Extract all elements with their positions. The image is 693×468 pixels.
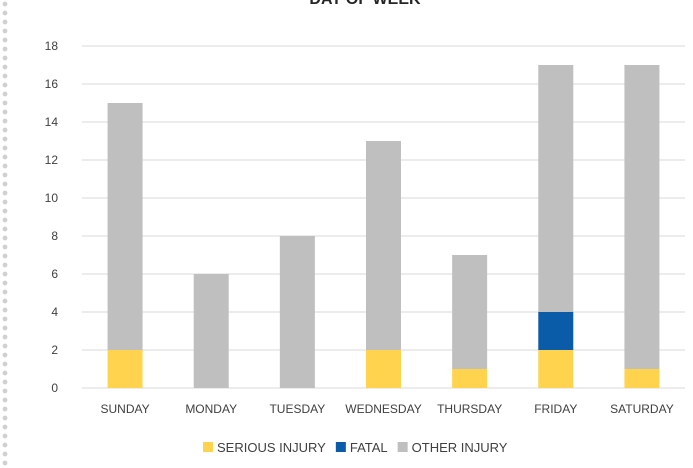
bar-segment: [624, 65, 660, 369]
y-tick-label: 12: [45, 153, 59, 167]
bar-segment: [193, 274, 229, 388]
x-tick-label: WEDNESDAY: [345, 402, 421, 416]
border-dot: [2, 19, 8, 25]
border-dot: [2, 244, 8, 250]
legend-swatch: [335, 442, 346, 452]
border-dot: [2, 433, 8, 439]
legend-swatch: [203, 442, 213, 452]
border-dot: [2, 73, 8, 79]
x-tick-label: FRIDAY: [534, 402, 577, 416]
legend-swatch: [397, 442, 408, 452]
border-dot: [2, 1, 8, 7]
border-dot: [2, 208, 8, 214]
legend: SERIOUS INJURY FATAL OTHER INJURY: [203, 440, 508, 455]
border-dot: [2, 370, 8, 376]
border-dot: [2, 37, 8, 43]
border-dot: [2, 217, 8, 223]
border-dot: [2, 64, 8, 70]
border-dot: [2, 352, 8, 358]
y-tick-label: 0: [51, 381, 58, 395]
border-dot: [2, 91, 8, 97]
border-dot: [2, 127, 8, 133]
legend-label: FATAL: [350, 440, 388, 455]
border-dot: [2, 136, 8, 142]
border-dot: [2, 424, 8, 430]
y-tick-label: 6: [51, 267, 58, 281]
border-dot: [2, 307, 8, 313]
y-tick-label: 8: [51, 229, 58, 243]
border-dot: [2, 415, 8, 421]
border-dot: [2, 181, 8, 187]
chart-title: DAY OF WEEK: [309, 0, 421, 8]
border-dot: [2, 316, 8, 322]
x-tick-label: THURSDAY: [437, 402, 502, 416]
border-dot: [2, 163, 8, 169]
border-dot: [2, 46, 8, 52]
bar-segment: [538, 65, 574, 312]
legend-label: SERIOUS INJURY: [217, 440, 326, 455]
bar-segment: [279, 236, 315, 388]
border-dot: [2, 271, 8, 277]
y-tick-label: 4: [51, 305, 58, 319]
bar-segment: [107, 103, 143, 350]
border-dot: [2, 343, 8, 349]
x-tick-label: TUESDAY: [269, 402, 325, 416]
x-tick-label: SUNDAY: [101, 402, 150, 416]
border-dot: [2, 154, 8, 160]
bar-segment: [538, 312, 574, 350]
border-dot: [2, 190, 8, 196]
border-dot: [2, 100, 8, 106]
y-tick-label: 18: [45, 39, 59, 53]
border-dot: [2, 253, 8, 259]
bars: [107, 65, 660, 388]
border-dot: [2, 388, 8, 394]
y-tick-label: 16: [45, 77, 59, 91]
border-dot: [2, 451, 8, 457]
y-tick-label: 10: [45, 191, 59, 205]
border-dot: [2, 145, 8, 151]
border-dot: [2, 289, 8, 295]
bar-segment: [107, 350, 143, 388]
border-dot: [2, 55, 8, 61]
border-dot: [2, 82, 8, 88]
border-dot: [2, 280, 8, 286]
border-dot: [2, 262, 8, 268]
border-dot: [2, 172, 8, 178]
border-dot: [2, 10, 8, 16]
y-tick-label: 2: [51, 343, 58, 357]
border-dot: [2, 235, 8, 241]
border-dot: [2, 442, 8, 448]
border-dot: [2, 226, 8, 232]
border-dot: [2, 334, 8, 340]
border-dot: [2, 199, 8, 205]
border-dot: [2, 28, 8, 34]
bar-segment: [538, 350, 574, 388]
border-dot: [2, 361, 8, 367]
border-dot: [2, 325, 8, 331]
bar-segment: [624, 369, 660, 388]
border-dot: [2, 379, 8, 385]
x-tick-label: SATURDAY: [610, 402, 674, 416]
y-axis-ticks: 0 2 4 6 8 10 12 14 16 18: [45, 39, 59, 395]
bar-segment: [366, 141, 401, 350]
border-dot: [2, 109, 8, 115]
border-dot: [2, 397, 8, 403]
bar-segment: [452, 369, 488, 388]
x-tick-label: MONDAY: [185, 402, 237, 416]
border-dot: [2, 406, 8, 412]
x-axis-ticks: SUNDAY MONDAY TUESDAY WEDNESDAY THURSDAY FRID…: [101, 402, 674, 416]
legend-label: OTHER INJURY: [412, 440, 508, 455]
border-dot: [2, 298, 8, 304]
border-dot: [2, 460, 8, 466]
border-dot: [2, 118, 8, 124]
bar-segment: [452, 255, 488, 369]
dotted-border-decoration: [2, 1, 8, 466]
bar-segment: [366, 350, 401, 388]
y-tick-label: 14: [45, 115, 59, 129]
